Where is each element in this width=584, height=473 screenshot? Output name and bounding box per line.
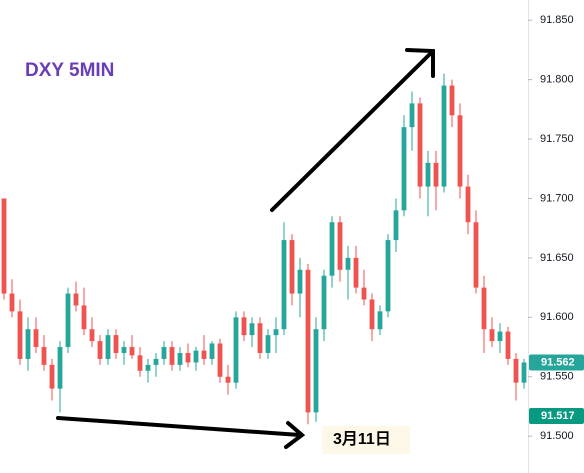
candle-body (41, 347, 47, 365)
candle-body (169, 347, 175, 365)
candle-body (161, 347, 167, 359)
y-tick-label: 91.550 (540, 371, 574, 383)
candle-body (449, 85, 455, 116)
candle-body (57, 347, 63, 389)
candle-body (9, 293, 15, 312)
candle-body (137, 355, 143, 371)
candle-body (153, 358, 159, 365)
candle-body (521, 362, 527, 383)
y-tick-label: 91.800 (540, 74, 574, 86)
candle-body (481, 287, 487, 330)
arrow-head (405, 48, 435, 78)
candle-body (393, 210, 399, 241)
candle-body (65, 293, 71, 348)
candle-body (17, 311, 23, 359)
y-tick-label: 91.850 (540, 14, 574, 26)
candle-body (105, 335, 111, 359)
candle-body (369, 299, 375, 330)
y-tick-label: 91.650 (540, 252, 574, 264)
candle-body (377, 311, 383, 330)
candle-body (257, 323, 263, 353)
candle-body (385, 240, 391, 312)
price-tag (529, 354, 584, 371)
candle-body (249, 323, 255, 336)
annotation: 3月11日 (333, 430, 391, 448)
candle-body (177, 352, 183, 365)
candle-body (265, 335, 271, 353)
price-tag-label: 91.517 (541, 410, 575, 422)
candle-body (25, 329, 31, 359)
candle-body (425, 162, 431, 187)
price-tag-label: 91.562 (541, 356, 575, 368)
arrows (56, 48, 435, 449)
candle-body (129, 347, 135, 356)
candle-body (489, 329, 495, 342)
annotation-box (322, 426, 410, 454)
candle-body (297, 269, 303, 294)
y-tick-label: 91.750 (540, 133, 574, 145)
candle-body (1, 198, 7, 294)
candle-body (201, 350, 207, 359)
candle-body (329, 222, 335, 276)
candle-body (49, 364, 55, 389)
candle-body (441, 85, 447, 187)
candle-body (305, 269, 311, 413)
candle-body (241, 317, 247, 336)
y-tick-label: 91.700 (540, 192, 574, 204)
candle-body (401, 127, 407, 211)
candle-body (345, 257, 351, 270)
candle-body (121, 347, 127, 353)
candle-body (513, 358, 519, 383)
candle-body (113, 335, 119, 353)
candle-body (361, 287, 367, 300)
arrow-head (284, 421, 306, 449)
arrow (56, 416, 302, 437)
candle-body (73, 293, 79, 306)
candle-body (505, 331, 511, 359)
candle-body (313, 329, 319, 413)
candle-body (289, 240, 295, 294)
chart-title: DXY 5MIN (25, 60, 114, 81)
candle-body (209, 343, 215, 359)
candle-body (321, 275, 327, 330)
candle-body (33, 329, 39, 348)
candle-body (225, 376, 231, 383)
candle-body (273, 329, 279, 336)
candle-body (217, 343, 223, 377)
y-tick-label: 91.500 (540, 430, 574, 442)
y-tick-label: 91.600 (540, 311, 574, 323)
candle-body (457, 115, 463, 187)
candle-body (97, 341, 103, 359)
candle-body (81, 305, 87, 330)
candle-body (281, 240, 287, 330)
price-tag (529, 407, 584, 424)
arrow (270, 50, 434, 212)
candle-body (465, 186, 471, 223)
candle-body (89, 329, 95, 342)
candle-body (417, 103, 423, 187)
plot-area (1, 73, 527, 425)
candle-body (433, 162, 439, 187)
candle-body (353, 257, 359, 288)
candle-body (233, 317, 239, 383)
candle-body (145, 364, 151, 371)
candle-body (473, 222, 479, 288)
candle-body (497, 331, 503, 342)
candle-body (193, 350, 199, 363)
candle-body (337, 222, 343, 270)
candle-body (409, 103, 415, 128)
candle-body (185, 352, 191, 363)
